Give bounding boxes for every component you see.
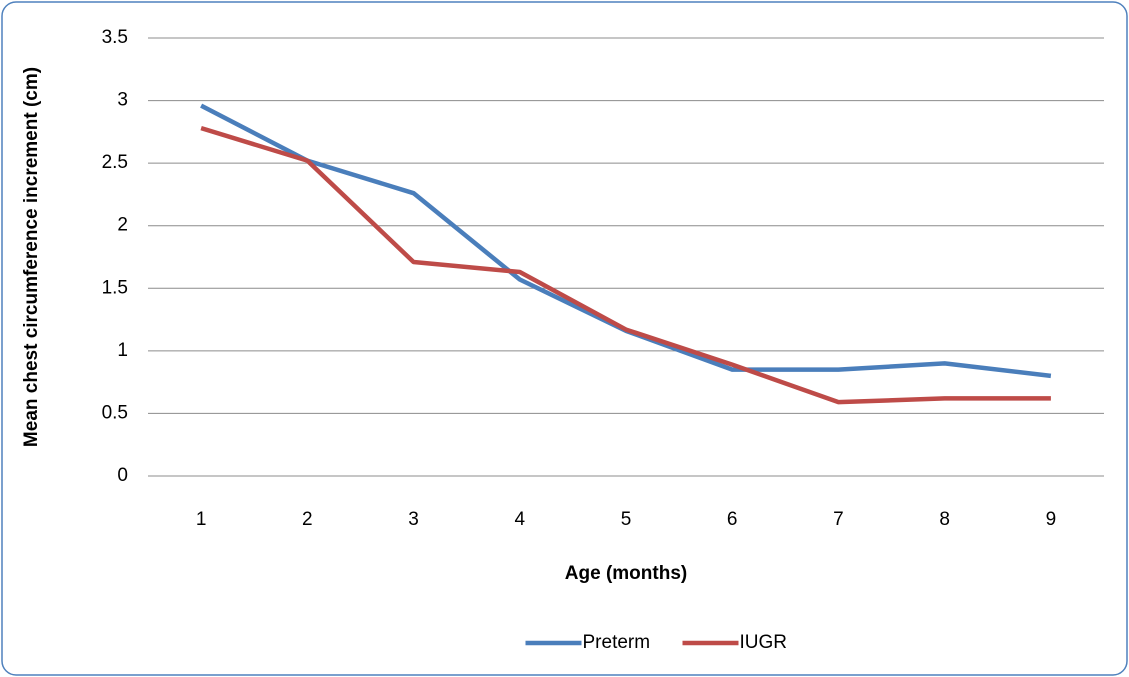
legend-label: IUGR — [740, 632, 788, 653]
y-tick-label: 3.5 — [102, 27, 128, 48]
x-tick-label: 9 — [1046, 509, 1057, 530]
x-tick-label: 8 — [939, 509, 950, 530]
data-line — [200, 125, 1051, 405]
x-tick-label: 4 — [514, 509, 525, 530]
y-tick-label: 2 — [117, 215, 128, 236]
x-tick-label: 3 — [408, 509, 419, 530]
legend-label: Preterm — [583, 632, 651, 653]
x-tick-label: 2 — [302, 509, 313, 530]
x-tick-label: 7 — [833, 509, 844, 530]
x-tick-label: 6 — [727, 509, 738, 530]
x-tick-label: 5 — [621, 509, 632, 530]
y-tick-label: 2.5 — [102, 152, 128, 173]
y-axis-title: Mean chest circumference increment (cm) — [21, 67, 42, 447]
y-tick-label: 1.5 — [102, 277, 128, 298]
y-tick-label: 0.5 — [102, 402, 128, 423]
y-tick-label: 0 — [117, 465, 128, 486]
x-tick-label: 1 — [196, 509, 207, 530]
x-axis-title: Age (months) — [565, 563, 687, 584]
y-tick-label: 3 — [117, 90, 128, 111]
y-tick-label: 1 — [117, 340, 128, 361]
